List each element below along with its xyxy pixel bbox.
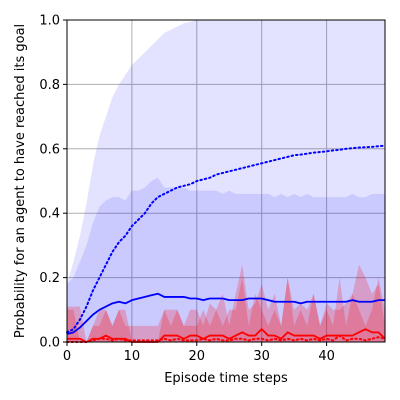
band-series-3 — [67, 277, 385, 342]
x-tick-label: 20 — [189, 349, 206, 364]
y-tick-label: 0.6 — [39, 142, 60, 157]
y-tick-label: 0.4 — [39, 207, 60, 222]
y-axis-ticks: 0.0 0.2 0.4 0.6 0.8 1.0 — [39, 14, 67, 351]
band-series-4 — [67, 264, 385, 342]
x-axis-label: Episode time steps — [164, 371, 288, 386]
y-tick-label: 1.0 — [39, 14, 60, 29]
band-series-2 — [67, 177, 385, 342]
line-series-1 — [66, 144, 386, 334]
y-tick-label: 0.2 — [39, 271, 60, 286]
x-tick-label: 30 — [253, 349, 270, 364]
line-series-2 — [66, 292, 385, 335]
y-tick-label: 0.8 — [39, 78, 60, 93]
y-tick-label: 0.0 — [39, 336, 60, 351]
x-tick-label: 40 — [318, 349, 335, 364]
x-tick-label: 0 — [63, 349, 71, 364]
uncertainty-bands — [67, 20, 385, 342]
plot-frame — [66, 19, 386, 343]
line-series-4 — [67, 328, 386, 343]
x-axis-ticks: 0 10 20 30 40 — [63, 342, 335, 364]
series-lines — [66, 144, 386, 343]
y-axis-label: Probability for an agent to have reached… — [13, 24, 28, 338]
band-series-1 — [67, 20, 385, 342]
x-tick-label: 10 — [124, 349, 141, 364]
